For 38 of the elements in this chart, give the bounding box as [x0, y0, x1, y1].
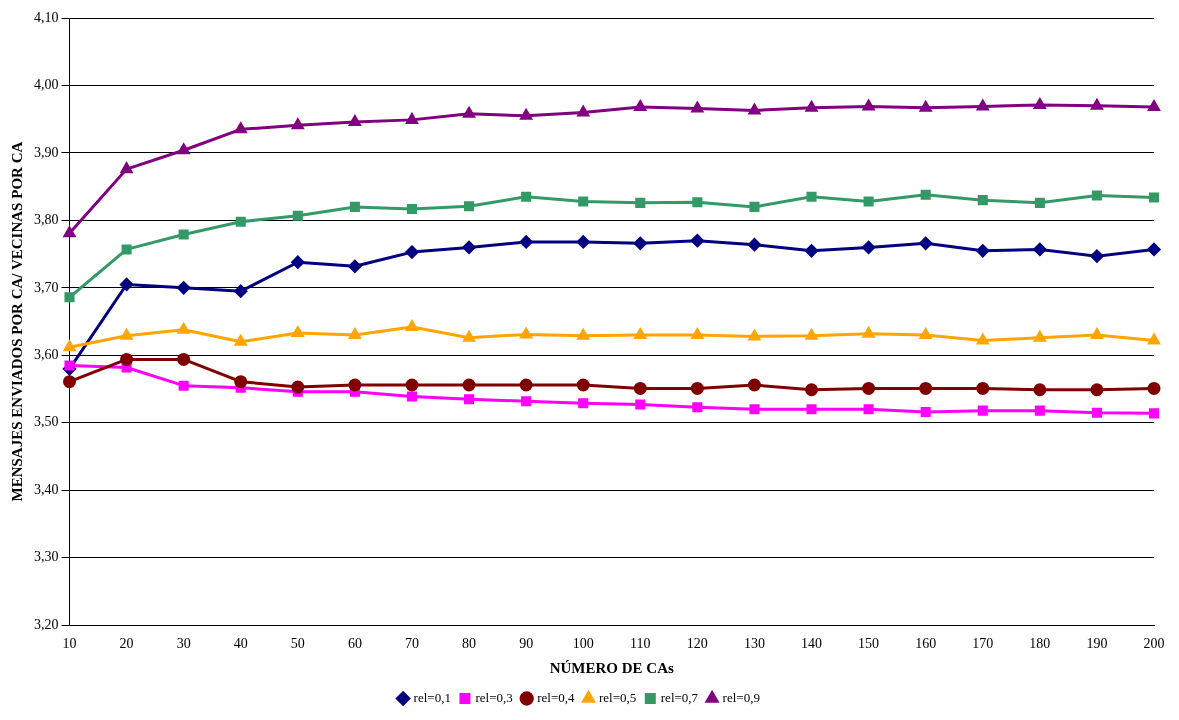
x-tick-label: 70	[404, 636, 419, 652]
x-tick-label: 200	[1143, 636, 1165, 652]
y-tick-label: 3,20	[34, 616, 59, 632]
y-tick-label: 3,30	[34, 549, 59, 565]
y-tick-label: 3,60	[34, 347, 59, 363]
x-tick-label: 190	[1086, 636, 1108, 652]
x-tick-label: 100	[572, 636, 594, 652]
y-tick-label: 3,50	[34, 414, 59, 430]
x-tick-label: 10	[62, 636, 77, 652]
x-tick-label: 60	[347, 636, 362, 652]
x-axis-title: NÚMERO DE CAs	[549, 659, 674, 676]
x-tick-label: 120	[686, 636, 708, 652]
x-tick-label: 130	[743, 636, 765, 652]
x-tick-label: 180	[1029, 636, 1051, 652]
y-axis-title: MENSAJES ENVIADOS POR CA/ VECINAS POR CA	[8, 141, 25, 502]
x-tick-label: 150	[858, 636, 880, 652]
x-tick-label: 40	[233, 636, 248, 652]
x-tick-label: 50	[290, 636, 305, 652]
y-tick-label: 3,90	[34, 144, 59, 160]
x-tick-label: 20	[119, 636, 134, 652]
x-tick-label: 80	[462, 636, 477, 652]
y-tick-label: 3,40	[34, 481, 59, 497]
x-tick-label: 140	[801, 636, 823, 652]
x-tick-label: 110	[630, 636, 651, 652]
legend-label: rel=0,1	[413, 689, 451, 705]
legend-label: rel=0,4	[537, 689, 575, 705]
y-tick-label: 4,00	[34, 77, 59, 93]
x-tick-label: 30	[176, 636, 191, 652]
y-tick-label: 3,70	[34, 279, 59, 295]
y-tick-label: 4,10	[34, 9, 59, 25]
x-tick-label: 160	[915, 636, 937, 652]
legend-label: rel=0,7	[660, 689, 699, 705]
legend-label: rel=0,3	[475, 689, 513, 705]
legend-label: rel=0,5	[599, 689, 637, 705]
legend-label: rel=0,9	[722, 689, 760, 705]
x-tick-label: 170	[972, 636, 994, 652]
y-tick-label: 3,80	[34, 212, 59, 228]
x-tick-label: 90	[519, 636, 534, 652]
